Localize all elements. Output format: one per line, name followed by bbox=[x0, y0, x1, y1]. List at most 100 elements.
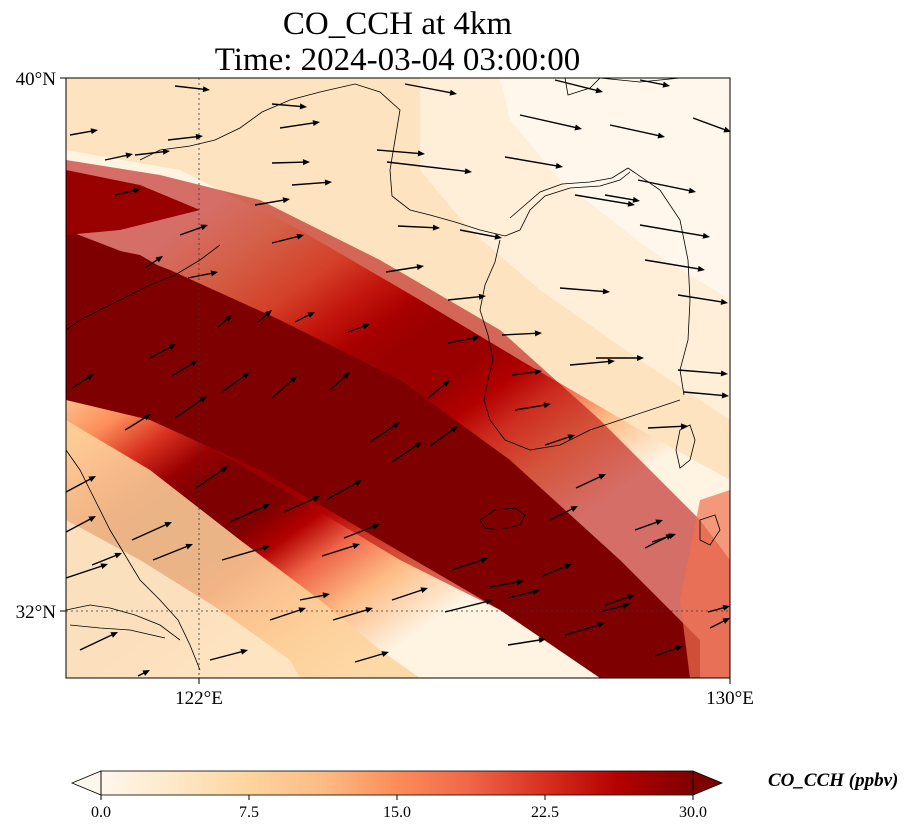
colorbar-tick-label: 7.5 bbox=[239, 804, 259, 821]
wind-arrow-head bbox=[597, 622, 605, 628]
wind-arrow bbox=[271, 161, 307, 164]
wind-arrow bbox=[397, 225, 437, 229]
wind-arrow bbox=[369, 423, 398, 443]
wind-arrow-head bbox=[240, 648, 248, 655]
lon-tick-label-122: 122°E bbox=[175, 688, 223, 709]
lat-tick-label-40: 40°N bbox=[16, 69, 57, 90]
wind-arrow bbox=[511, 370, 539, 376]
wind-arrow bbox=[254, 198, 287, 206]
wind-arrow bbox=[321, 544, 357, 557]
wind-arrow bbox=[171, 361, 195, 377]
wind-arrow-head bbox=[697, 265, 705, 272]
wind-arrow-head bbox=[185, 543, 193, 550]
wind-arrow bbox=[654, 646, 680, 657]
wind-arrow bbox=[639, 224, 707, 238]
wind-arrow bbox=[447, 295, 483, 301]
wind-arrow-head bbox=[432, 224, 440, 231]
wind-arrow bbox=[391, 443, 420, 463]
wind-arrow-head bbox=[532, 588, 540, 595]
wind-arrow bbox=[507, 590, 537, 599]
wind-arrow bbox=[174, 85, 207, 91]
wind-arrow bbox=[66, 517, 93, 533]
co-concentration-field bbox=[66, 78, 730, 678]
wind-arrow bbox=[677, 294, 725, 304]
wind-arrow-head bbox=[564, 563, 572, 570]
wind-arrow bbox=[134, 150, 167, 156]
wind-arrow-head bbox=[88, 476, 96, 482]
wind-arrow bbox=[429, 427, 456, 447]
wind-arrow bbox=[504, 156, 560, 168]
wind-arrow bbox=[683, 391, 726, 397]
wind-arrow-head bbox=[143, 414, 151, 421]
wind-arrow bbox=[66, 564, 105, 579]
wind-arrow bbox=[279, 121, 317, 129]
wind-arrow bbox=[604, 595, 632, 606]
wind-arrow-head bbox=[155, 256, 163, 263]
wind-arrow-head bbox=[485, 598, 493, 605]
map-title-time: Time: 2024-03-04 03:00:00 bbox=[214, 42, 581, 78]
map-frame bbox=[65, 77, 731, 679]
wind-arrow-head bbox=[607, 358, 615, 365]
wind-arrow bbox=[167, 135, 200, 141]
wind-arrow-head bbox=[164, 522, 172, 528]
wind-arrow-head bbox=[555, 162, 563, 169]
wind-arrow-head bbox=[722, 618, 730, 624]
wind-arrow-head bbox=[688, 187, 696, 194]
wind-arrow-head bbox=[298, 607, 306, 614]
wind-arrow-head bbox=[662, 81, 670, 88]
wind-arrow-head bbox=[162, 148, 170, 155]
wind-arrow bbox=[343, 524, 377, 539]
wind-arrow bbox=[149, 345, 173, 359]
wind-arrow bbox=[609, 124, 662, 137]
wind-arrow-head bbox=[299, 103, 307, 110]
wind-arrow bbox=[79, 633, 115, 651]
colorbar: 0.0 7.5 15.0 22.5 30.0 bbox=[70, 770, 724, 821]
wind-arrow bbox=[386, 161, 469, 173]
wind-arrow bbox=[554, 79, 600, 92]
wind-arrow-head bbox=[307, 312, 315, 318]
wind-arrow-head bbox=[262, 545, 270, 551]
wind-arrow bbox=[569, 360, 612, 366]
wind-arrow bbox=[559, 287, 607, 293]
gridlines bbox=[66, 78, 730, 678]
colorbar-tick-label: 22.5 bbox=[531, 804, 559, 821]
wind-arrow bbox=[124, 415, 148, 431]
wind-arrow bbox=[271, 235, 301, 244]
wind-arrow bbox=[174, 397, 205, 419]
wind-arrow-head bbox=[125, 152, 133, 159]
wind-arrow-head bbox=[668, 533, 676, 540]
wind-arrow-head bbox=[168, 344, 176, 350]
wind-arrow-head bbox=[598, 474, 606, 480]
wind-arrow bbox=[447, 337, 477, 344]
wind-arrow bbox=[195, 467, 226, 489]
wind-arrow-head bbox=[632, 196, 640, 203]
wind-arrow-head bbox=[324, 179, 332, 186]
wind-arrow-head bbox=[224, 315, 232, 322]
wind-arrow-head bbox=[220, 466, 228, 473]
wind-arrow bbox=[637, 179, 693, 192]
colorbar-extend-low bbox=[70, 770, 102, 796]
wind-arrow-head bbox=[195, 133, 203, 140]
wind-arrow-head bbox=[480, 557, 488, 564]
wind-arrow-head bbox=[392, 422, 400, 429]
wind-arrow-head bbox=[90, 128, 98, 135]
wind-arrow bbox=[451, 558, 485, 571]
wind-arrow-head bbox=[264, 310, 272, 317]
wind-arrow-head bbox=[142, 670, 150, 676]
wind-arrow-head bbox=[372, 523, 380, 530]
wind-arrow-head bbox=[442, 380, 450, 387]
wind-arrow-head bbox=[494, 233, 502, 240]
wind-arrow-head bbox=[420, 587, 428, 594]
wind-arrow bbox=[647, 425, 685, 429]
wind-arrow bbox=[574, 194, 632, 206]
wind-arrow-head bbox=[627, 200, 635, 207]
wind-arrow bbox=[91, 553, 119, 566]
wind-arrow bbox=[541, 564, 569, 577]
wind-arrow-head bbox=[133, 187, 141, 194]
wind-vectors bbox=[66, 79, 730, 677]
wind-arrow-head bbox=[702, 232, 710, 239]
colorbar-tick-label: 30.0 bbox=[679, 804, 707, 821]
wind-arrow bbox=[229, 505, 267, 523]
wind-arrow bbox=[564, 623, 602, 636]
